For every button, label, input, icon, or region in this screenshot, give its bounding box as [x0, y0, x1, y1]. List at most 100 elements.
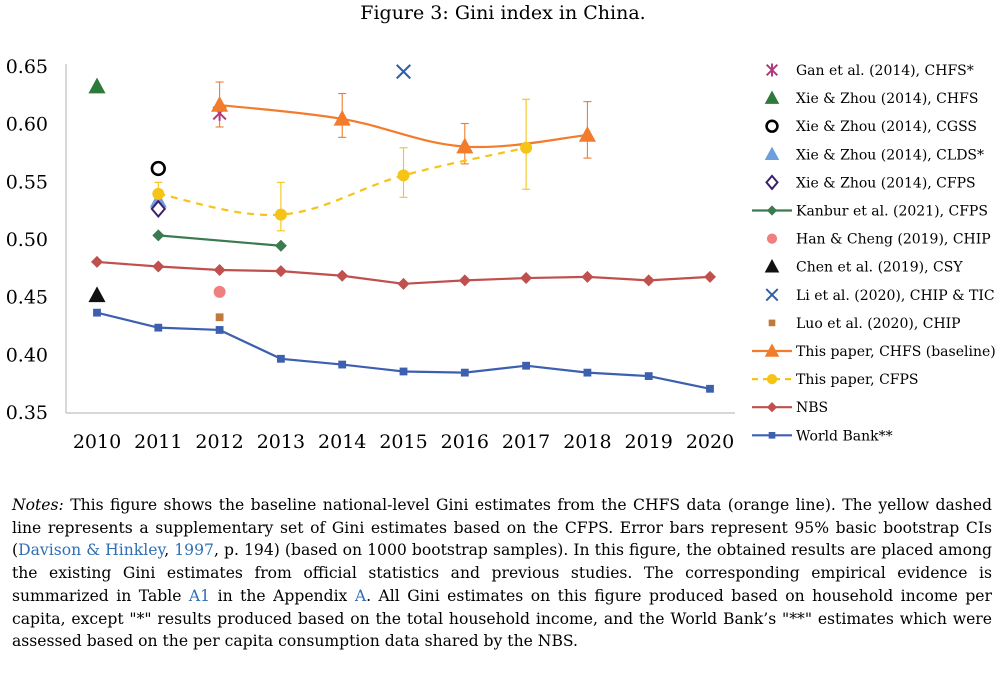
data-point-xie-zhou-2014-cfps [150, 199, 167, 219]
citation-authors-link[interactable]: Davison & Hinkley [18, 541, 165, 560]
figure-caption: Figure 3: Gini index in China. [360, 2, 646, 24]
x-tick-label: 2011 [134, 431, 182, 453]
legend-item-this-paper-cfps: This paper, CFPS [752, 372, 919, 388]
legend-item-li-et-al-2020-chip-tic: Li et al. (2020), CHIP & TIC [765, 288, 995, 304]
legend-marker [766, 374, 778, 385]
legend-item-xie-zhou-2014-cgss: Xie & Zhou (2014), CGSS [765, 119, 977, 135]
data-point-this-paper-chfs-baseline [211, 96, 229, 112]
data-point-this-paper-cfps [274, 208, 287, 221]
notes-text-4: . All Gini estimates on this figure prod… [12, 586, 992, 651]
data-point-chen-et-al-2019-csy [88, 286, 106, 303]
series-line-this-paper-cfps [158, 146, 527, 217]
data-point-nbs [336, 269, 349, 282]
notes-text-3: in the Appendix [210, 586, 355, 605]
x-tick-label: 2018 [563, 431, 611, 453]
y-tick-label: 0.50 [6, 229, 48, 251]
x-tick-label: 2010 [73, 431, 121, 453]
series-line-kanbur-et-al-2021-cfps [158, 234, 281, 247]
y-tick-label: 0.45 [6, 287, 48, 309]
legend-item-gan-et-al-2014-chfs: Gan et al. (2014), CHFS* [765, 63, 974, 79]
figure-notes: Notes: This figure shows the baseline na… [12, 494, 992, 653]
legend-item-kanbur-et-al-2021-cfps: Kanbur et al. (2021), CFPS [752, 204, 988, 220]
citation-separator: , [164, 541, 175, 560]
legend-item-chen-et-al-2019-csy: Chen et al. (2019), CSY [764, 259, 963, 276]
legend-marker [766, 402, 778, 413]
data-point-this-paper-chfs-baseline [333, 109, 351, 126]
notes-text-2: , p. 194) (based on 1000 bootstrap sampl… [12, 541, 992, 605]
data-point-world-bank [338, 360, 347, 369]
legend-item-this-paper-chfs-baseline: This paper, CHFS (baseline) [752, 343, 996, 360]
x-tick-label: 2019 [625, 431, 673, 453]
legend: Gan et al. (2014), CHFS* Xie & Zhou (2014… [752, 63, 996, 444]
legend-marker [766, 205, 778, 216]
appendix-ref-link[interactable]: A [354, 586, 367, 605]
legend-item-world-bank: World Bank** [752, 428, 893, 444]
data-point-nbs [704, 270, 716, 283]
legend-item-xie-zhou-2014-cfps: Xie & Zhou (2014), CFPS [765, 174, 976, 191]
legend-label: Luo et al. (2020), CHIP [796, 316, 961, 332]
legend-item-xie-zhou-2014-chfs: Xie & Zhou (2014), CHFS [764, 90, 978, 107]
legend-label: This paper, CHFS (baseline) [796, 344, 996, 360]
citation-year-link[interactable]: 1997 [174, 541, 214, 560]
legend-label: Xie & Zhou (2014), CFPS [796, 175, 976, 191]
legend-label: NBS [796, 400, 828, 416]
data-point-kanbur-et-al-2021-cfps [274, 239, 287, 252]
data-point-nbs [152, 260, 165, 273]
data-point-nbs [581, 270, 594, 283]
legend-item-xie-zhou-2014-clds: Xie & Zhou (2014), CLDS* [764, 146, 984, 163]
data-point-nbs [274, 265, 287, 278]
data-point-nbs [642, 274, 655, 287]
legend-marker [764, 259, 780, 273]
y-tick-label: 0.65 [6, 56, 48, 78]
legend-marker [766, 233, 778, 244]
legend-item-han-cheng-2019-chip: Han & Cheng (2019), CHIP [766, 232, 991, 248]
data-point-world-bank [215, 326, 224, 334]
legend-label: World Bank** [796, 428, 893, 444]
data-point-nbs [91, 255, 103, 268]
data-point-li-et-al-2020-chip-tic [396, 64, 411, 80]
x-tick-label: 2020 [686, 431, 734, 453]
data-point-this-paper-cfps [520, 141, 533, 154]
data-point-world-bank [154, 323, 163, 332]
x-tick-label: 2013 [257, 431, 305, 453]
data-point-nbs [397, 277, 410, 290]
legend-item-luo-et-al-2020-chip: Luo et al. (2020), CHIP [768, 316, 961, 332]
data-point-world-bank [93, 308, 101, 317]
legend-label: Gan et al. (2014), CHFS* [796, 63, 974, 79]
data-point-han-cheng-2019-chip [213, 285, 226, 298]
data-point-world-bank [277, 354, 285, 363]
x-tick-label: 2016 [441, 431, 489, 453]
gini-chart: 0.35 0.40 0.45 0.50 0.55 0.60 0.65 2010 2011 2012… [6, 56, 996, 453]
data-point-this-paper-cfps [397, 169, 410, 182]
legend-label: Chen et al. (2019), CSY [796, 260, 963, 276]
data-point-this-paper-chfs-baseline [578, 126, 596, 142]
table-ref-link[interactable]: A1 [188, 586, 211, 605]
x-tick-label: 2017 [502, 431, 550, 453]
series-line-world-bank [96, 311, 711, 390]
legend-label: Han & Cheng (2019), CHIP [796, 232, 991, 248]
data-point-world-bank [583, 368, 592, 377]
series-line-this-paper-chfs-baseline [219, 103, 588, 149]
notes-label: Notes: [12, 496, 64, 514]
data-point-nbs [520, 272, 533, 285]
legend-marker [764, 146, 780, 161]
x-tick-label: 2014 [318, 431, 366, 453]
error-bar-this-paper-cfps [276, 181, 285, 232]
y-tick-label: 0.55 [6, 171, 48, 193]
x-tick-label: 2015 [379, 431, 427, 453]
legend-marker [768, 319, 776, 327]
data-point-world-bank [522, 361, 530, 370]
notes-text-1: This figure shows the baseline national-… [12, 496, 992, 560]
legend-marker [764, 343, 780, 357]
legend-marker [765, 63, 779, 77]
legend-marker [765, 119, 779, 133]
legend-marker [765, 288, 779, 302]
legend-label: Xie & Zhou (2014), CHFS [796, 91, 978, 107]
data-point-this-paper-cfps [152, 187, 165, 200]
legend-label: Kanbur et al. (2021), CFPS [796, 204, 988, 220]
legend-label: Li et al. (2020), CHIP & TIC [796, 288, 995, 304]
data-point-world-bank [644, 372, 653, 380]
legend-label: Xie & Zhou (2014), CGSS [796, 119, 977, 135]
data-point-xie-zhou-2014-chfs [88, 77, 106, 94]
data-point-xie-zhou-2014-cgss [150, 160, 166, 177]
